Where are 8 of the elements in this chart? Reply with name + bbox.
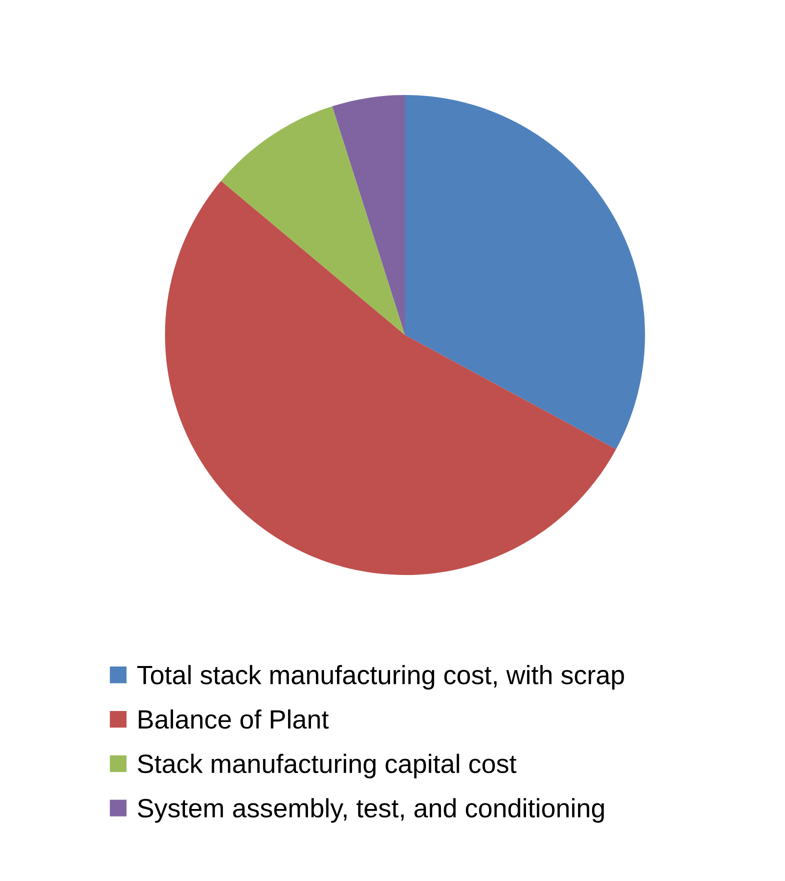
- legend-label: Balance of Plant: [138, 709, 329, 729]
- pie-slice: [332, 95, 405, 335]
- pie-slice: [165, 180, 616, 575]
- pie-slice: [221, 106, 405, 335]
- pie-slice: [405, 95, 645, 450]
- legend-label: Total stack manufacturing cost, with scrap: [137, 665, 624, 690]
- legend-label: Stack manufacturing capital cost: [138, 754, 516, 778]
- legend-label: System assembly, test, and conditioning: [138, 798, 604, 823]
